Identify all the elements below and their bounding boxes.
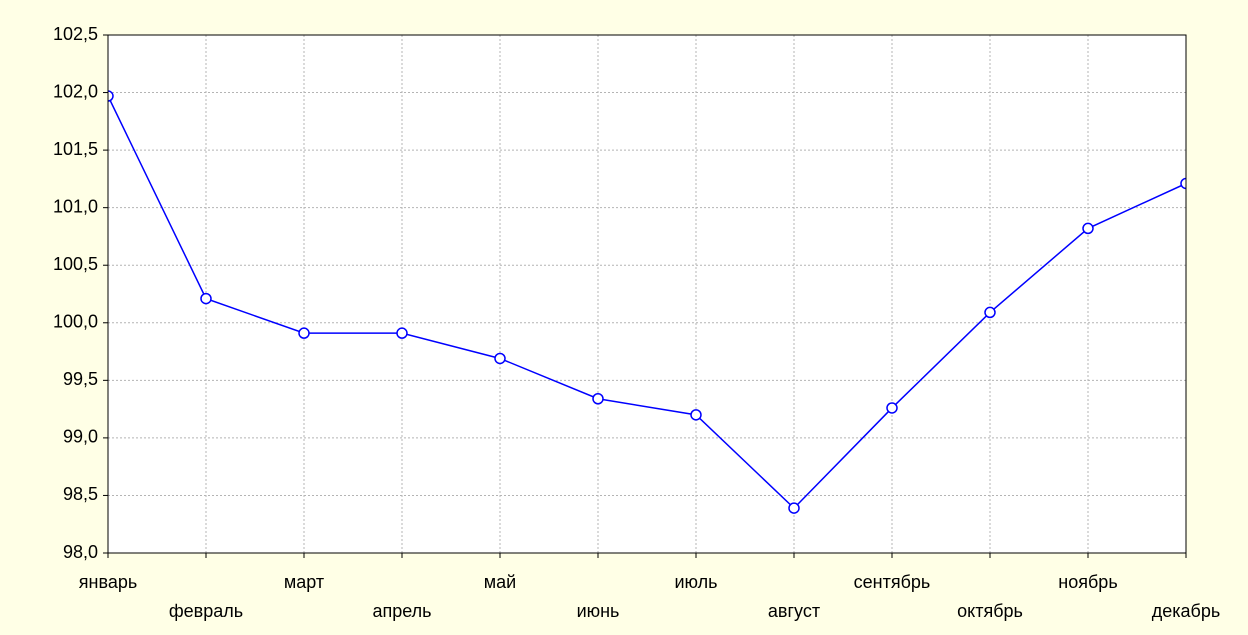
- x-tick-label: декабрь: [1152, 601, 1221, 621]
- x-tick-label: март: [284, 572, 324, 592]
- data-point: [886, 402, 898, 414]
- data-point: [396, 327, 408, 339]
- y-tick-label: 102,0: [53, 81, 98, 101]
- data-point: [592, 393, 604, 405]
- x-tick-label: сентябрь: [854, 572, 931, 592]
- x-tick-label: апрель: [372, 601, 431, 621]
- x-tick-label: январь: [79, 572, 137, 592]
- data-point: [690, 409, 702, 421]
- data-point: [108, 90, 114, 102]
- data-point: [1180, 177, 1186, 190]
- y-tick-label: 99,0: [63, 427, 98, 447]
- y-tick-label: 98,0: [63, 542, 98, 562]
- data-point: [298, 327, 310, 339]
- y-tick-label: 101,0: [53, 196, 98, 216]
- x-tick-label: май: [484, 572, 516, 592]
- y-tick-label: 101,5: [53, 139, 98, 159]
- data-line: [108, 95, 1186, 510]
- y-tick-label: 99,5: [63, 369, 98, 389]
- data-point: [1082, 222, 1094, 235]
- data-point: [200, 292, 212, 305]
- data-point: [984, 306, 996, 319]
- x-tick-label: август: [768, 601, 820, 621]
- x-tick-label: ноябрь: [1058, 572, 1117, 592]
- x-tick-label: июнь: [577, 601, 620, 621]
- plot-frame: [107, 34, 1187, 554]
- plot-area: [108, 35, 1186, 553]
- y-tick-label: 102,5: [53, 24, 98, 44]
- y-tick-label: 100,0: [53, 312, 98, 332]
- y-tick-label: 100,5: [53, 254, 98, 274]
- data-point: [788, 502, 800, 514]
- data-point: [494, 352, 506, 365]
- x-tick-label: октябрь: [957, 601, 1023, 621]
- x-tick-label: июль: [674, 572, 717, 592]
- y-tick-label: 98,5: [63, 484, 98, 504]
- x-tick-label: февраль: [169, 601, 243, 621]
